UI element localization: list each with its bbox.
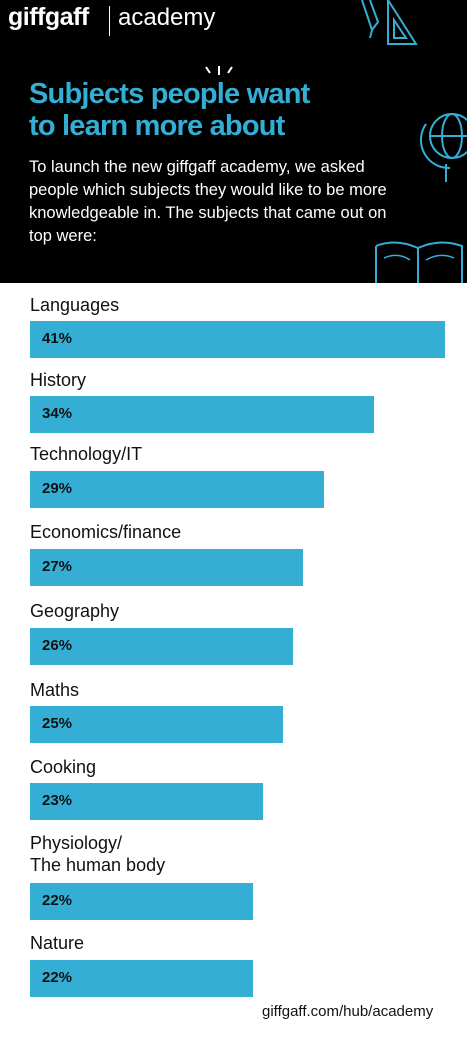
footer-url: giffgaff.com/hub/academy: [262, 1003, 434, 1020]
bar-value-label: 22%: [42, 892, 73, 909]
bar-value-label: 29%: [42, 480, 73, 497]
bar: 34%: [30, 396, 374, 433]
bar-value-label: 27%: [42, 558, 73, 575]
category-label: Physiology/The human body: [30, 833, 166, 875]
bar-value-label: 26%: [42, 637, 73, 654]
category-label: History: [30, 370, 87, 390]
set-square-icon: [387, 0, 418, 45]
bar: 27%: [30, 549, 303, 586]
brand-subtitle: academy: [118, 4, 216, 31]
open-book-icon: [375, 241, 463, 283]
header-banner: giffgaff academy Subjects people want to…: [0, 0, 467, 283]
bar-value-label: 41%: [42, 330, 73, 347]
sparkle-icon: [205, 66, 233, 75]
title-line-1: Subjects people want: [29, 78, 310, 110]
bar: 29%: [30, 471, 324, 508]
category-label: Geography: [30, 601, 120, 621]
category-label: Cooking: [30, 757, 97, 777]
bar: 22%: [30, 883, 253, 920]
brand-divider: [109, 6, 110, 36]
bar: 26%: [30, 628, 293, 665]
globe-icon: [419, 113, 467, 182]
bar-value-label: 25%: [42, 715, 73, 732]
page-title: Subjects people want to learn more about: [29, 78, 369, 142]
bar-chart: Languages 41% History 34% Technology/IT 29% Ec…: [0, 283, 467, 997]
category-label: Nature: [30, 933, 85, 953]
bar-value-label: 23%: [42, 792, 73, 809]
bar-value-label: 34%: [42, 405, 73, 422]
category-label: Maths: [30, 680, 80, 700]
pencil-icon: [361, 0, 380, 39]
bar: 22%: [30, 960, 253, 997]
category-label: Technology/IT: [30, 444, 143, 464]
intro-text: To launch the new giffgaff academy, we a…: [29, 158, 387, 245]
bar: 25%: [30, 706, 283, 743]
title-line-2: to learn more about: [29, 110, 285, 142]
bar: 41%: [30, 321, 445, 358]
category-label: Economics/finance: [30, 522, 182, 542]
bar: 23%: [30, 783, 263, 820]
bar-value-label: 22%: [42, 969, 73, 986]
decorative-edge-strip: [467, 0, 474, 1038]
category-label: Languages: [30, 295, 120, 315]
brand-logo: giffgaff: [8, 3, 89, 31]
